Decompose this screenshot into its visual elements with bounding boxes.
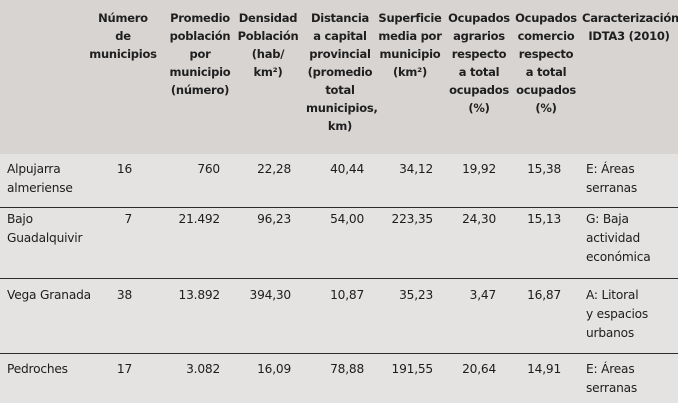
cell-municipios: 38 (116, 288, 132, 302)
row-divider (0, 278, 678, 279)
header-distancia-capital: Distancia a capital provincial (promedio… (306, 11, 378, 133)
header-superficie-media: Superficie media por municipio (km²) (378, 11, 442, 79)
cell-poblacion: 13.892 (178, 288, 221, 302)
cell-densidad: 96,23 (257, 212, 291, 226)
row-name: Alpujarra almeriense (7, 162, 73, 195)
row-divider (0, 353, 678, 354)
cell-superficie: 34,12 (399, 162, 433, 176)
row-divider (0, 207, 678, 208)
table-header-band (0, 0, 678, 154)
cell-municipios: 7 (124, 212, 132, 226)
cell-poblacion: 3.082 (186, 362, 220, 376)
cell-densidad: 394,30 (249, 288, 292, 302)
cell-poblacion: 21.492 (178, 212, 221, 226)
cell-superficie: 35,23 (399, 288, 433, 302)
header-ocupados-agrarios: Ocupados agrarios respecto a total ocupa… (448, 11, 510, 115)
cell-comercio: 15,38 (527, 162, 561, 176)
cell-superficie: 223,35 (391, 212, 434, 226)
cell-agrarios: 24,30 (462, 212, 496, 226)
cell-municipios: 17 (116, 362, 132, 376)
cell-municipios: 16 (116, 162, 132, 176)
header-promedio-poblacion: Promedio población por municipio (número… (169, 11, 231, 97)
cell-comercio: 14,91 (527, 362, 561, 376)
header-caracterizacion: Caracterización IDTA3 (2010) (582, 11, 678, 43)
cell-distancia: 40,44 (330, 162, 364, 176)
row-name: Vega Granada (7, 288, 91, 302)
header-ocupados-comercio: Ocupados comercio respecto a total ocupa… (515, 11, 577, 115)
row-name: Pedroches (7, 362, 68, 376)
cell-agrarios: 19,92 (462, 162, 496, 176)
cell-caracterizacion: A: Litoral y espacios urbanos (586, 288, 649, 340)
row-name: Bajo Guadalquivir (7, 212, 83, 245)
cell-caracterizacion: E: Áreas serranas (586, 362, 638, 395)
header-numero-municipios: Número de municipios (89, 11, 157, 61)
cell-poblacion: 760 (197, 162, 220, 176)
cell-distancia: 78,88 (330, 362, 364, 376)
cell-comercio: 16,87 (527, 288, 561, 302)
cell-distancia: 10,87 (330, 288, 364, 302)
cell-superficie: 191,55 (391, 362, 434, 376)
cell-caracterizacion: G: Baja actividad económica (586, 212, 651, 264)
cell-distancia: 54,00 (330, 212, 364, 226)
cell-agrarios: 20,64 (462, 362, 496, 376)
cell-agrarios: 3,47 (469, 288, 497, 302)
header-densidad-poblacion: Densidad Población (hab/ km²) (237, 11, 299, 79)
cell-caracterizacion: E: Áreas serranas (586, 162, 638, 195)
cell-comercio: 15,13 (527, 212, 561, 226)
cell-densidad: 16,09 (257, 362, 291, 376)
cell-densidad: 22,28 (257, 162, 291, 176)
